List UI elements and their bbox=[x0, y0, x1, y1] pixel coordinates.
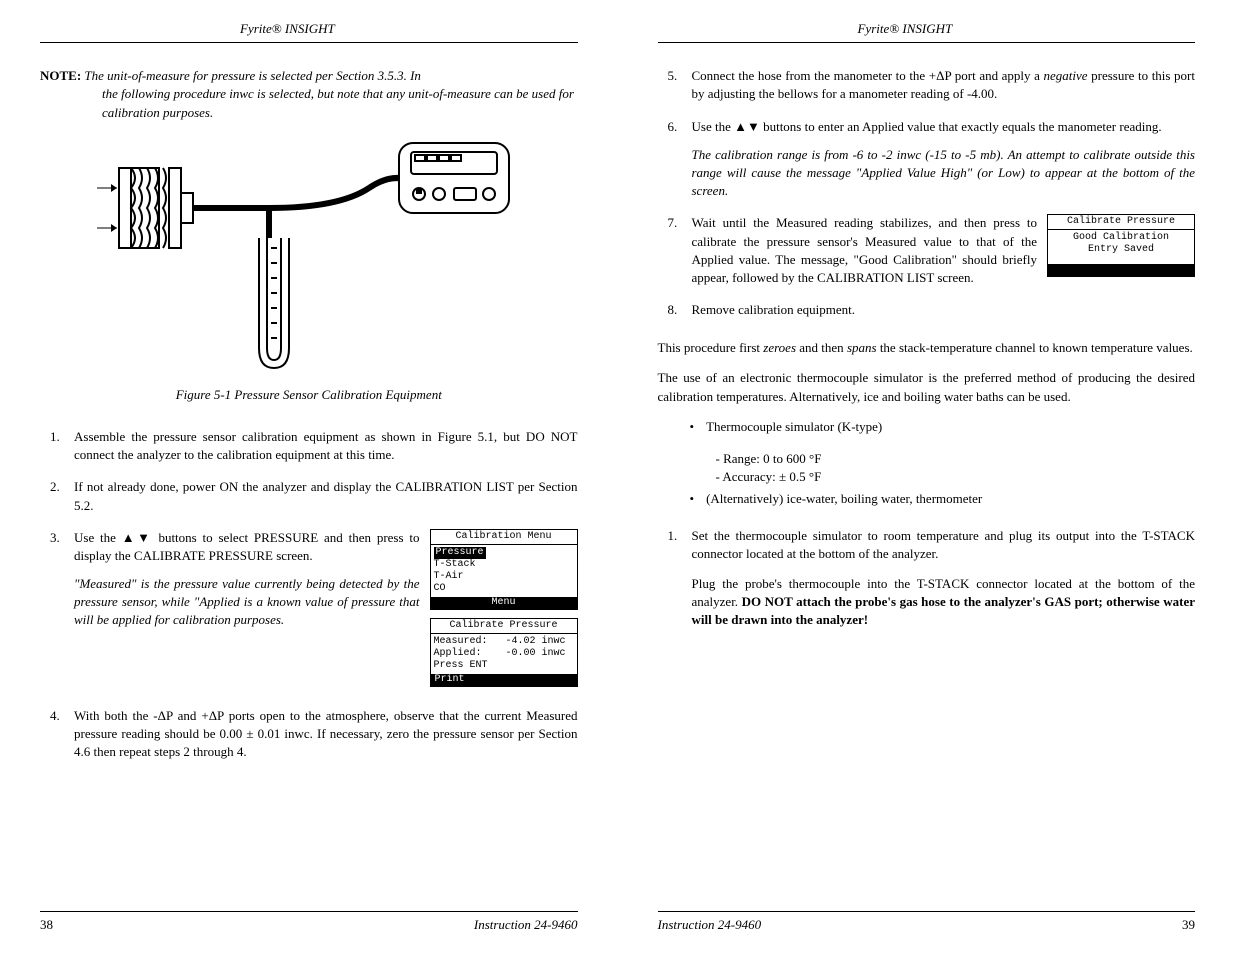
p1: This procedure first zeroes and then spa… bbox=[658, 339, 1196, 357]
page-header-left: Fyrite® INSIGHT bbox=[40, 20, 578, 43]
note-body-1: The unit-of-measure for pressure is sele… bbox=[84, 68, 421, 83]
z1-warn: DO NOT attach the probe's gas hose to th… bbox=[692, 594, 1196, 627]
step-8-text: Remove calibration equipment. bbox=[692, 302, 856, 317]
screen2-l1b: -4.02 inwc bbox=[506, 636, 566, 647]
step-8: 8.Remove calibration equipment. bbox=[658, 301, 1196, 319]
materials-list-2: (Alternatively) ice-water, boiling water… bbox=[690, 490, 1196, 508]
page-left: Fyrite® INSIGHT NOTE: The unit-of-measur… bbox=[0, 0, 618, 954]
figure-5-1 bbox=[40, 138, 578, 378]
screen2-l2b: -0.00 inwc bbox=[506, 648, 566, 659]
screen1-foot: Menu bbox=[431, 597, 577, 609]
screen-cal-pressure: Calibrate Pressure Measured: -4.02 inwc … bbox=[430, 618, 578, 687]
screen1-l4: CO bbox=[434, 583, 446, 594]
screen2-l2a: Applied: bbox=[434, 648, 482, 659]
instruction-right: Instruction 24-9460 bbox=[658, 916, 762, 934]
header-brand: Fyrite® INSIGHT bbox=[240, 20, 335, 38]
p1b: zeroes bbox=[763, 340, 796, 355]
p1a: This procedure first bbox=[658, 340, 764, 355]
screen2-title: Calibrate Pressure bbox=[431, 619, 577, 634]
z1-alt-block: Plug the probe's thermocouple into the T… bbox=[692, 575, 1196, 630]
instruction-left: Instruction 24-9460 bbox=[474, 916, 578, 934]
step-2-text: If not already done, power ON the analyz… bbox=[74, 479, 578, 512]
step-2: 2.If not already done, power ON the anal… bbox=[40, 478, 578, 514]
step-1: 1.Assemble the pressure sensor calibrati… bbox=[40, 428, 578, 464]
footer-left: 38 Instruction 24-9460 bbox=[40, 911, 578, 934]
header-brand-r: Fyrite® INSIGHT bbox=[858, 20, 953, 38]
step-6-text: Use the ▲▼ buttons to enter an Applied v… bbox=[692, 119, 1162, 134]
mat-1: Thermocouple simulator (K-type) bbox=[690, 418, 1196, 436]
step-7: 7. Calibrate Pressure Good Calibration E… bbox=[658, 214, 1196, 287]
step-3a: Use the ▲▼ buttons to select PRESSURE an… bbox=[74, 530, 409, 545]
mat-2: (Alternatively) ice-water, boiling water… bbox=[690, 490, 1196, 508]
step-5: 5. Connect the hose from the manometer t… bbox=[658, 67, 1196, 103]
mat-1b: - Accuracy: ± 0.5 °F bbox=[716, 468, 1196, 486]
step-6: 6.Use the ▲▼ buttons to enter an Applied… bbox=[658, 118, 1196, 201]
screen1-title: Calibration Menu bbox=[431, 530, 577, 545]
screen-good-cal-wrap: Calibrate Pressure Good Calibration Entr… bbox=[1047, 214, 1195, 277]
step-5a: Connect the hose from the manometer to t… bbox=[692, 68, 1044, 83]
page-number-left: 38 bbox=[40, 916, 53, 934]
figure-caption: Figure 5-1 Pressure Sensor Calibration E… bbox=[40, 386, 578, 404]
content-left: NOTE: The unit-of-measure for pressure i… bbox=[40, 67, 578, 911]
content-right: 5. Connect the hose from the manometer t… bbox=[658, 67, 1196, 911]
p1d: spans bbox=[847, 340, 877, 355]
step-3: 3. Calibration Menu Pressure T-Stack T-A… bbox=[40, 529, 578, 693]
p2: The use of an electronic thermocouple si… bbox=[658, 369, 1196, 405]
procedure-steps-left: 1.Assemble the pressure sensor calibrati… bbox=[40, 428, 578, 761]
screen-cal-menu: Calibration Menu Pressure T-Stack T-Air … bbox=[430, 529, 578, 610]
zero-steps: 1. Set the thermocouple simulator to roo… bbox=[658, 527, 1196, 630]
z1a: Set the thermocouple simulator to room t… bbox=[692, 528, 1196, 561]
step-4: 4.With both the -ΔP and +ΔP ports open t… bbox=[40, 707, 578, 762]
calibration-equipment-svg bbox=[89, 138, 529, 378]
step-1-text: Assemble the pressure sensor calibration… bbox=[74, 429, 578, 462]
zstep-1: 1. Set the thermocouple simulator to roo… bbox=[658, 527, 1196, 630]
mat-1a: - Range: 0 to 600 °F bbox=[716, 450, 1196, 468]
screen2-l3: Press ENT bbox=[434, 660, 488, 671]
screen-good-cal: Calibrate Pressure Good Calibration Entr… bbox=[1047, 214, 1195, 277]
screen3-l2: Entry Saved bbox=[1088, 244, 1154, 255]
screen3-l1: Good Calibration bbox=[1073, 232, 1169, 243]
step-4-text: With both the -ΔP and +ΔP ports open to … bbox=[74, 708, 578, 759]
step-7a: Wait until the Measured reading stabiliz… bbox=[692, 215, 1027, 230]
page-right: Fyrite® INSIGHT 5. Connect the hose from… bbox=[618, 0, 1235, 954]
note-block: NOTE: The unit-of-measure for pressure i… bbox=[40, 67, 578, 122]
procedure-steps-right: 5. Connect the hose from the manometer t… bbox=[658, 67, 1196, 319]
screen1-l1: Pressure bbox=[434, 547, 486, 559]
footer-right: Instruction 24-9460 39 bbox=[658, 911, 1196, 934]
screen1-l2: T-Stack bbox=[434, 559, 476, 570]
page-number-right: 39 bbox=[1182, 916, 1195, 934]
note-label: NOTE: bbox=[40, 68, 81, 83]
step-6-note: The calibration range is from -6 to -2 i… bbox=[692, 146, 1196, 201]
note-body-2: the following procedure inwc is selected… bbox=[102, 85, 578, 121]
page-header-right: Fyrite® INSIGHT bbox=[658, 20, 1196, 43]
p1e: the stack-temperature channel to known t… bbox=[877, 340, 1193, 355]
step-5b: negative bbox=[1043, 68, 1087, 83]
screen1-l3: T-Air bbox=[434, 571, 464, 582]
screen2-foot: Print bbox=[431, 674, 577, 686]
screen2-l1a: Measured: bbox=[434, 636, 488, 647]
p1c: and then bbox=[796, 340, 847, 355]
materials-list: Thermocouple simulator (K-type) bbox=[690, 418, 1196, 436]
screen-cal-menu-wrap: Calibration Menu Pressure T-Stack T-Air … bbox=[430, 529, 578, 687]
screen3-title: Calibrate Pressure bbox=[1048, 215, 1194, 230]
